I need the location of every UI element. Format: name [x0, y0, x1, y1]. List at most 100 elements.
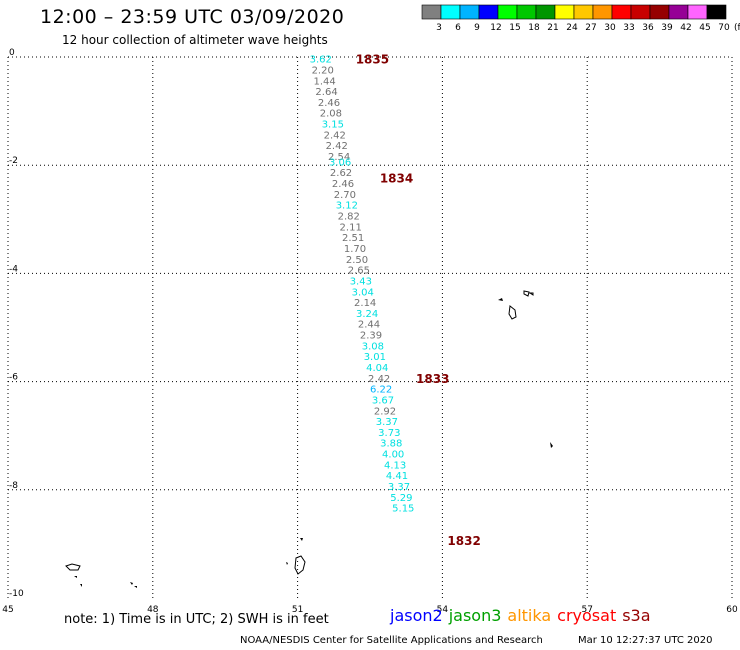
legend-label: 42 — [680, 23, 691, 33]
legend-label: 36 — [642, 23, 654, 33]
legend-swatch — [497, 4, 518, 20]
legend-swatch — [706, 4, 727, 20]
legend-swatch — [611, 4, 632, 20]
wave-height-label: 1.70 — [344, 244, 366, 255]
island — [74, 576, 77, 578]
island — [498, 298, 503, 301]
page-title: 12:00 – 23:59 UTC 03/09/2020 — [40, 6, 345, 28]
wave-height-label: 6.22 — [370, 385, 392, 396]
legend-swatch — [668, 4, 689, 20]
island — [65, 563, 81, 571]
island — [508, 305, 517, 320]
satellite-jason3: jason3 — [448, 606, 502, 625]
wave-height-label: 2.20 — [312, 65, 334, 76]
footer-note: note: 1) Time is in UTC; 2) SWH is in fe… — [64, 612, 329, 627]
legend-label: 15 — [509, 23, 520, 33]
wave-height-label: 2.08 — [320, 109, 342, 120]
lon-tick-label: 54 — [437, 605, 449, 615]
island — [286, 562, 288, 565]
legend-label: 12 — [490, 23, 501, 33]
wave-height-label: 3.01 — [364, 352, 386, 363]
lon-tick-label: 48 — [147, 605, 159, 615]
wave-height-label: 3.06 — [329, 157, 351, 168]
island — [523, 290, 534, 297]
wave-height-label: 2.65 — [348, 266, 370, 277]
legend-swatch — [630, 4, 651, 20]
satellite-jason2: jason2 — [390, 606, 443, 625]
legend-swatch — [687, 4, 708, 20]
wave-height-label: 2.42 — [326, 141, 348, 152]
legend-swatch — [478, 4, 499, 20]
islands — [65, 290, 553, 588]
wave-height-label: 3.08 — [362, 341, 384, 352]
island — [80, 584, 82, 587]
wave-height-label: 3.37 — [376, 417, 398, 428]
lat-tick-label: -4 — [9, 264, 18, 274]
satellite-legend: jason2 jason3 altika cryosat s3a — [390, 606, 657, 625]
wave-height-label: 1.44 — [313, 76, 335, 87]
pass-labels: 1835 1834 1833 1832 — [356, 53, 481, 548]
legend-swatch — [459, 4, 480, 20]
wave-height-label: 4.13 — [384, 460, 406, 471]
legend-unit: (ft) — [734, 23, 740, 33]
legend-label: 70 — [718, 23, 730, 33]
wave-height-label: 2.42 — [324, 130, 346, 141]
wave-height-label: 2.42 — [368, 374, 390, 385]
legend-swatch — [573, 4, 594, 20]
pass-time-label: 1832 — [447, 534, 480, 548]
legend-label: 18 — [528, 23, 540, 33]
legend-label: 21 — [547, 23, 558, 33]
wave-height-label: 3.67 — [372, 395, 394, 406]
wave-height-label: 3.04 — [352, 287, 374, 298]
wave-height-label: 2.46 — [332, 179, 354, 190]
legend-swatch — [516, 4, 537, 20]
wave-height-label: 2.11 — [340, 222, 362, 233]
lat-tick-label: -2 — [9, 156, 18, 166]
wave-height-label: 4.00 — [382, 450, 404, 461]
legend-label: 39 — [661, 23, 673, 33]
wave-height-label: 4.41 — [386, 471, 408, 482]
wave-height-label: 3.15 — [322, 120, 344, 131]
lat-tick-label: 0 — [9, 48, 15, 58]
island — [550, 442, 553, 448]
wave-height-label: 3.43 — [350, 276, 372, 287]
legend-label: 9 — [474, 23, 480, 33]
wave-height-label: 2.82 — [338, 212, 360, 223]
legend-swatch — [554, 4, 575, 20]
page-subtitle: 12 hour collection of altimeter wave hei… — [62, 33, 328, 47]
wave-height-label: 2.44 — [358, 320, 380, 331]
wave-height-label: 2.46 — [318, 98, 340, 109]
wave-height-label: 2.92 — [374, 406, 396, 417]
pass-time-label: 1834 — [380, 172, 413, 186]
wave-height-label: 5.29 — [390, 493, 412, 504]
timestamp: Mar 10 12:27:37 UTC 2020 — [578, 635, 713, 646]
island — [294, 555, 306, 575]
wave-height-label: 5.15 — [392, 504, 414, 515]
pass-time-label: 1835 — [356, 53, 389, 67]
map-grid: 45 48 51 54 57 60 0 -2 -4 -6 -8 -10 — [2, 48, 738, 615]
wave-height-label: 2.70 — [334, 190, 356, 201]
lon-tick-label: 51 — [292, 605, 303, 615]
legend-label: 27 — [585, 23, 596, 33]
lat-tick-label: -8 — [9, 481, 18, 491]
wave-height-label: 3.62 — [310, 55, 332, 66]
wave-height-label: 3.24 — [356, 309, 378, 320]
legend-swatch — [535, 4, 556, 20]
credit-text: NOAA/NESDIS Center for Satellite Applica… — [240, 635, 543, 646]
wave-height-label: 3.37 — [388, 482, 410, 493]
wave-height-label: 3.88 — [380, 439, 402, 450]
legend-swatch — [649, 4, 670, 20]
legend-label: 3 — [436, 23, 442, 33]
island — [130, 582, 137, 588]
wave-height-label: 3.73 — [378, 428, 400, 439]
legend-swatch — [592, 4, 613, 20]
lat-tick-label: -6 — [9, 373, 18, 383]
lon-tick-label: 45 — [2, 605, 13, 615]
legend-label: 6 — [455, 23, 461, 33]
wave-height-label: 2.51 — [342, 233, 364, 244]
legend-label: 33 — [623, 23, 634, 33]
wave-height-label: 2.64 — [315, 87, 337, 98]
satellite-altika: altika — [507, 606, 552, 625]
